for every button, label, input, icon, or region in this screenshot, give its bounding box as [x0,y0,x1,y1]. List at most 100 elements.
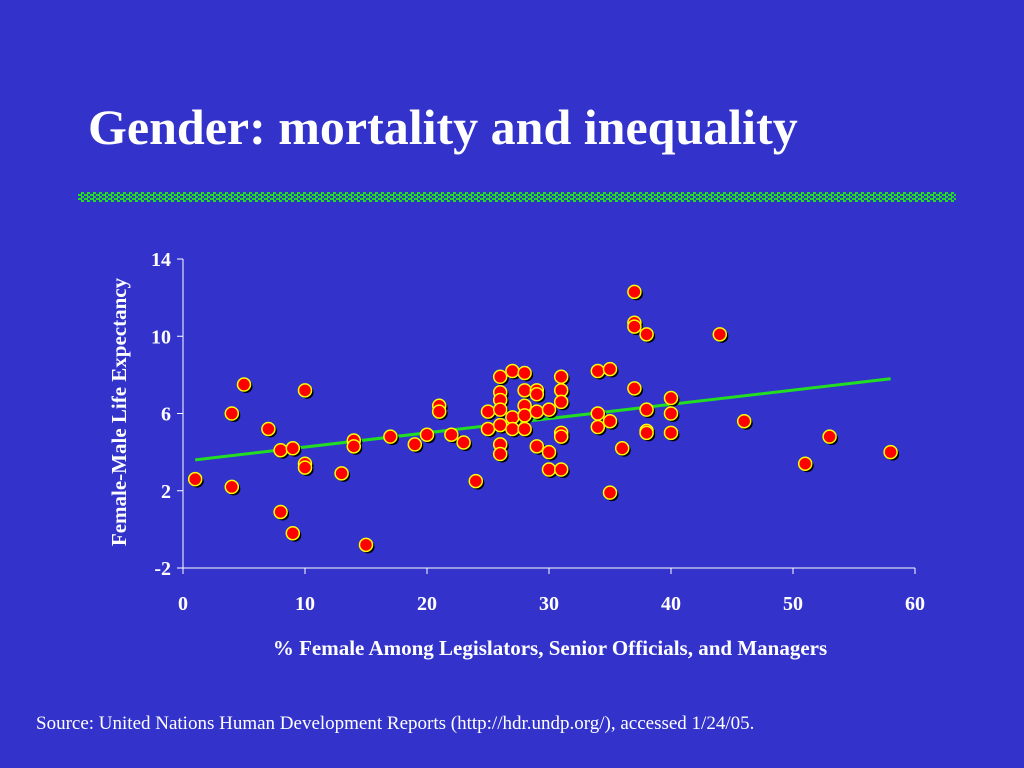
data-point [285,441,302,457]
data-point-marker [627,284,642,300]
data-point-marker [822,429,837,444]
data-point [663,406,680,422]
data-point-marker [529,386,545,402]
data-point [407,437,424,453]
data-point-marker [285,525,301,541]
data-point [553,394,570,411]
data-point-marker [517,421,532,437]
data-point-marker [529,404,545,419]
data-point-marker [431,404,447,419]
data-point-marker [639,402,654,417]
data-point-marker [334,466,349,481]
data-point [590,419,607,436]
data-point-marker [590,363,606,379]
data-point-marker [517,408,532,423]
data-point-marker [346,439,362,454]
data-point-marker [883,444,898,460]
data-point-marker [602,361,618,377]
x-axis-label: % Female Among Legislators, Senior Offic… [273,636,827,660]
x-tick-label: 60 [905,593,925,615]
data-point-marker [553,462,569,477]
data-point-marker [627,381,642,396]
data-point-marker [285,441,301,456]
data-point-marker [517,383,532,398]
data-point-marker [468,473,484,489]
data-point-marker [663,406,679,421]
data-point [358,537,375,554]
data-point [187,471,204,488]
data-point [553,369,570,386]
y-tick-label: -2 [154,558,171,580]
data-point-marker [639,327,654,342]
data-point-marker [602,485,618,500]
data-point [468,473,485,490]
data-point [627,381,643,397]
data-point-marker [236,377,252,392]
data-point [334,466,351,482]
x-tick-label: 10 [295,593,315,615]
data-point [224,406,241,422]
data-point-marker [602,413,618,429]
title-underline [78,192,956,202]
data-point [541,402,558,419]
data-point-marker [273,504,288,520]
data-point [505,363,521,380]
trendline [195,377,891,462]
data-point [553,429,570,446]
y-tick-label: 6 [161,404,171,426]
data-point [883,444,900,461]
data-point [456,435,473,451]
data-point [639,425,656,442]
data-point [797,456,814,473]
data-point-marker [627,319,642,334]
data-point-marker [541,402,557,417]
data-points [187,284,900,554]
data-point-marker [261,421,276,437]
data-point [736,413,753,430]
data-point [346,439,363,455]
data-point-marker [480,421,496,437]
data-point [614,441,631,457]
data-point-marker [492,402,508,417]
x-tick-label: 30 [539,593,559,615]
data-point-marker [541,444,557,460]
data-point [383,429,399,446]
data-point-marker [273,442,288,458]
data-point [822,429,839,446]
data-point [444,427,460,444]
data-point [602,413,619,430]
data-point-marker [505,363,520,379]
data-point-marker [529,439,545,454]
data-point [236,377,253,394]
y-tick-label: 14 [151,249,171,271]
data-point [602,361,619,378]
data-point-marker [553,394,569,410]
data-point-marker [419,427,435,442]
data-point-marker [797,456,813,471]
data-point-marker [639,425,654,441]
data-point-marker [224,406,240,421]
data-point-marker [456,435,471,450]
data-point [261,421,277,438]
data-point-marker [492,446,508,462]
data-point [224,479,241,496]
data-point-marker [541,462,557,477]
data-point-marker [187,471,203,487]
data-point [285,525,302,542]
data-point-marker [480,404,496,419]
source-note: Source: United Nations Human Development… [36,713,755,734]
x-tick-label: 0 [178,593,188,615]
data-point-marker [297,383,313,398]
data-point [627,319,643,336]
data-point [639,402,656,419]
data-point-marker [517,365,532,381]
data-point-marker [224,479,240,495]
data-point [492,446,509,463]
data-point [553,462,570,479]
data-point [419,427,436,444]
data-point [297,460,314,477]
y-tick-label: 10 [151,326,171,348]
data-point [602,485,619,502]
y-tick-label: 2 [161,481,171,503]
